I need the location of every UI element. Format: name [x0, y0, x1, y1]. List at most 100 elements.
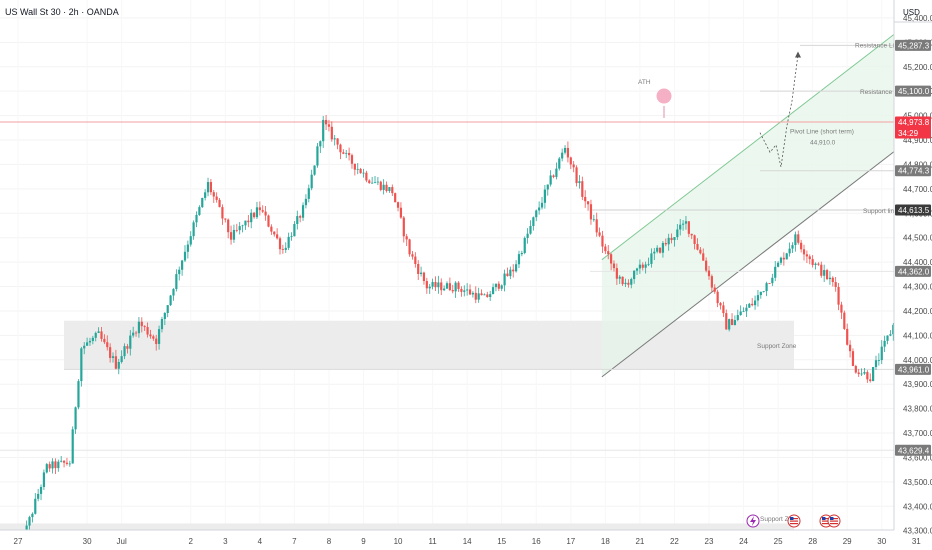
candle-body: [656, 247, 659, 252]
candle-body: [825, 270, 829, 280]
candle-body: [146, 327, 149, 335]
candle-body: [267, 215, 270, 227]
candle-body: [866, 372, 869, 380]
price-axis-ticks: 43,300.0 43,400.0 43,500.0 43,600.0 43,700.0…: [903, 14, 932, 536]
price-tick-label: 45,200.0: [903, 63, 932, 72]
candle-body: [258, 207, 261, 211]
candle-body: [80, 348, 83, 382]
candle-body: [558, 158, 561, 169]
candle-body: [399, 207, 403, 218]
candle-body: [371, 182, 374, 184]
candle-body: [235, 229, 238, 231]
candle-body: [100, 331, 103, 339]
candle-body: [244, 220, 247, 226]
candle-body: [468, 289, 472, 295]
ath-marker: [656, 88, 672, 104]
candle-body: [74, 407, 77, 430]
time-tick-label: 30: [877, 537, 886, 546]
candle-body: [252, 212, 256, 218]
time-tick-label: 11: [428, 537, 437, 546]
candle-body: [65, 462, 69, 464]
price-tick-label: 44,800.0: [903, 160, 932, 169]
candle-body: [529, 226, 532, 234]
time-tick-label: 28: [808, 537, 817, 546]
candle-body: [350, 155, 354, 164]
time-tick-label: 3: [223, 537, 228, 546]
us-flag-event-icon[interactable]: [827, 514, 841, 528]
currency-label[interactable]: USD: [903, 8, 920, 17]
candle-body: [572, 164, 575, 168]
candle-body: [336, 138, 339, 145]
candle-body: [448, 283, 451, 291]
candle-body: [561, 152, 564, 159]
candle-body: [120, 356, 123, 362]
candle-body: [483, 294, 486, 296]
candle-body: [788, 248, 791, 254]
time-tick-label: 29: [843, 537, 852, 546]
candle-body: [414, 256, 417, 264]
price-tick-label: 45,400.0: [903, 14, 932, 23]
candle-body: [51, 461, 54, 469]
candle-body: [417, 263, 420, 275]
price-badge-label: 44,362.0: [898, 267, 930, 276]
candle-body: [802, 249, 806, 255]
candle-body: [160, 319, 164, 330]
time-axis-panel[interactable]: [0, 530, 894, 550]
candle-body: [713, 287, 716, 292]
candle-body: [840, 304, 843, 313]
time-tick-label: 24: [739, 537, 748, 546]
candle-body: [489, 294, 492, 298]
us-flag-event-icon[interactable]: [787, 514, 801, 528]
support-line-price-badge: [895, 204, 931, 216]
time-tick-label: 17: [566, 537, 575, 546]
candle-body: [454, 282, 457, 292]
candle-body: [379, 181, 382, 190]
candle-body: [670, 237, 673, 241]
bar-countdown: 34:29: [898, 129, 919, 138]
candle-body: [134, 332, 138, 334]
candle-body: [307, 188, 310, 199]
candle-body: [83, 345, 86, 349]
candle-body: [261, 210, 264, 212]
price-tick-label: 43,300.0: [903, 527, 932, 536]
candle-body: [877, 360, 880, 361]
price-tick-label: 43,700.0: [903, 429, 932, 438]
candle-body: [166, 305, 169, 313]
candle-body: [563, 147, 567, 153]
candle-body: [198, 207, 201, 215]
candle-body: [633, 270, 636, 280]
price-badge-label: 44,774.3: [898, 167, 930, 176]
candle-body: [791, 245, 794, 249]
candle-body: [224, 218, 227, 220]
lightning-event-icon[interactable]: [746, 514, 760, 528]
candle-body: [797, 234, 800, 243]
projection-path: [759, 51, 801, 167]
time-tick-label: 4: [258, 537, 263, 546]
candle-body: [155, 338, 158, 344]
symbol-title[interactable]: US Wall St 30 · 2h · OANDA: [5, 7, 119, 17]
candle-body: [610, 254, 613, 264]
candle-body: [425, 281, 428, 289]
price-badge-label: 45,100.0: [898, 87, 930, 96]
time-tick-label: 30: [83, 537, 92, 546]
candle-body: [471, 292, 475, 295]
candle-body: [546, 184, 549, 190]
candle-body: [103, 338, 106, 343]
candle-body: [71, 429, 74, 464]
candle-body: [192, 222, 195, 237]
support-zone-lower: [0, 523, 794, 530]
candle-body: [679, 224, 682, 230]
time-tick-label: Jul: [117, 537, 127, 546]
candle-body: [172, 289, 175, 296]
time-tick-label: 8: [327, 537, 332, 546]
candle-body: [221, 207, 224, 219]
candle-body: [676, 229, 679, 238]
candle-body: [739, 311, 742, 316]
candle-body: [575, 167, 578, 184]
candle-body: [94, 332, 97, 338]
candle-body: [494, 283, 498, 288]
candle-body: [368, 180, 371, 184]
candle-body: [434, 282, 437, 288]
candle-body: [480, 293, 483, 296]
